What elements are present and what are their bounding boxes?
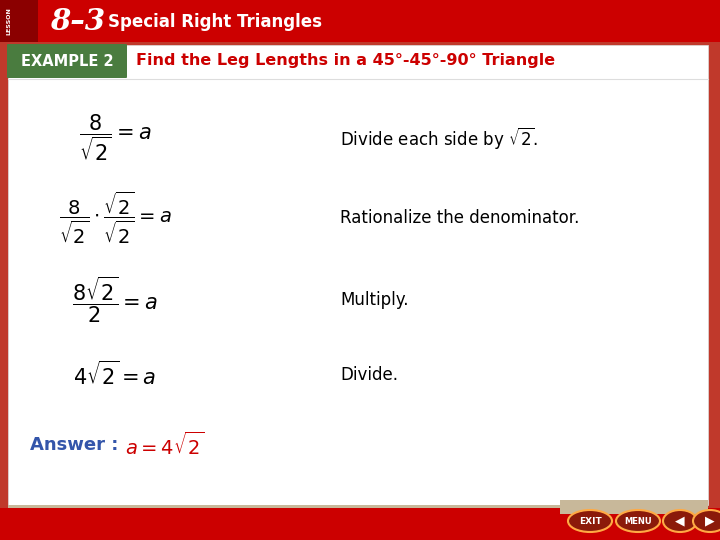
- FancyBboxPatch shape: [8, 45, 708, 505]
- FancyBboxPatch shape: [0, 0, 720, 42]
- FancyBboxPatch shape: [8, 505, 708, 535]
- Text: 8–3: 8–3: [50, 8, 105, 37]
- Text: Special Right Triangles: Special Right Triangles: [108, 13, 322, 31]
- Text: $4\sqrt{2} = a$: $4\sqrt{2} = a$: [73, 361, 157, 389]
- FancyBboxPatch shape: [560, 500, 708, 514]
- FancyBboxPatch shape: [7, 44, 127, 78]
- Text: Answer :: Answer :: [30, 436, 131, 454]
- Text: Find the Leg Lengths in a 45°-45°-90° Triangle: Find the Leg Lengths in a 45°-45°-90° Tr…: [136, 53, 555, 69]
- Ellipse shape: [616, 510, 660, 532]
- Ellipse shape: [663, 510, 697, 532]
- Text: Rationalize the denominator.: Rationalize the denominator.: [340, 209, 580, 227]
- FancyBboxPatch shape: [0, 0, 38, 42]
- Text: $a = 4\sqrt{2}$: $a = 4\sqrt{2}$: [125, 431, 204, 458]
- Text: ◀: ◀: [675, 515, 685, 528]
- Text: Divide each side by $\sqrt{2}$.: Divide each side by $\sqrt{2}$.: [340, 125, 539, 151]
- Text: Divide.: Divide.: [340, 366, 398, 384]
- Ellipse shape: [568, 510, 612, 532]
- Text: $\dfrac{8}{\sqrt{2}} \cdot \dfrac{\sqrt{2}}{\sqrt{2}} = a$: $\dfrac{8}{\sqrt{2}} \cdot \dfrac{\sqrt{…: [58, 190, 171, 246]
- Text: EXIT: EXIT: [579, 516, 601, 525]
- Text: $\dfrac{8\sqrt{2}}{2} = a$: $\dfrac{8\sqrt{2}}{2} = a$: [72, 275, 158, 326]
- Text: Multiply.: Multiply.: [340, 291, 408, 309]
- FancyBboxPatch shape: [0, 508, 720, 540]
- Text: $\dfrac{8}{\sqrt{2}} = a$: $\dfrac{8}{\sqrt{2}} = a$: [78, 112, 151, 164]
- Text: ▶: ▶: [705, 515, 715, 528]
- Text: EXAMPLE 2: EXAMPLE 2: [21, 53, 113, 69]
- Ellipse shape: [693, 510, 720, 532]
- Text: MENU: MENU: [624, 516, 652, 525]
- Text: LESSON: LESSON: [6, 7, 12, 35]
